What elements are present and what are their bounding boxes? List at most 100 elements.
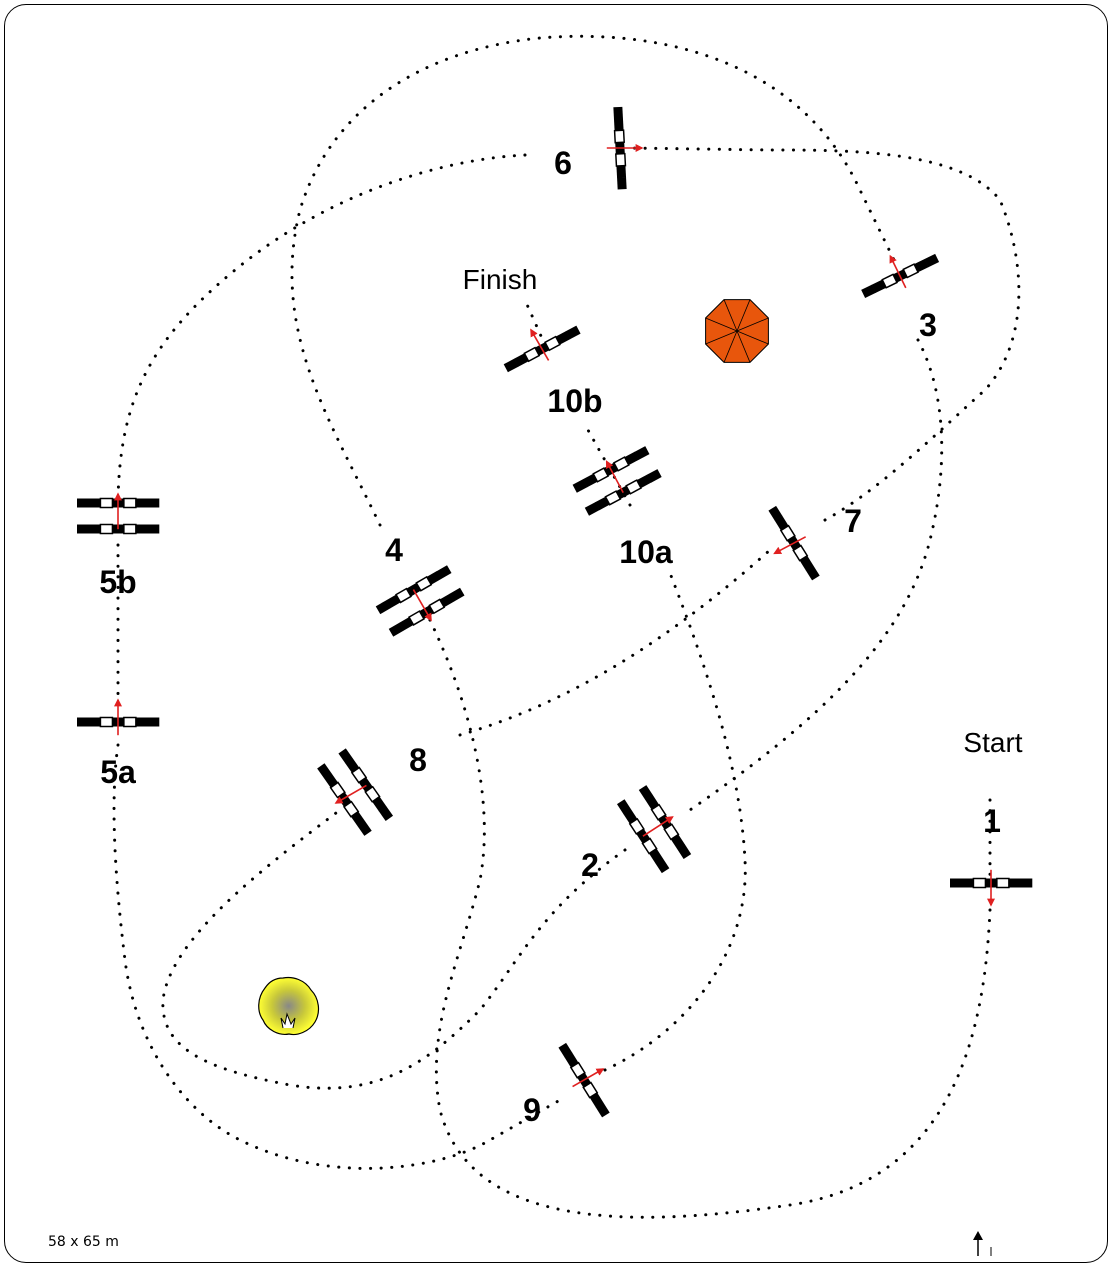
obstacle-6 [613, 106, 627, 190]
rail-segment [871, 279, 887, 293]
umbrella-icon [705, 299, 769, 363]
rail-segment [595, 1102, 610, 1118]
direction-arrow-icon [572, 1068, 605, 1088]
rail-segment [426, 571, 442, 585]
rail-segment [555, 331, 571, 345]
rail-segment [135, 498, 148, 508]
rail-segment [357, 820, 372, 836]
rail-segment [77, 717, 90, 727]
rail-segment [1020, 878, 1033, 888]
rail-segment [372, 796, 387, 812]
rail-segment [861, 284, 876, 299]
rail-segment [805, 565, 820, 581]
obstacle-label-7: 7 [844, 503, 862, 539]
obstacle-label-5b: 5b [99, 564, 136, 600]
rail-segment [77, 524, 90, 534]
obstacle-label-10b: 10b [547, 383, 602, 419]
rail-segment [378, 805, 394, 821]
rail-segment [961, 878, 974, 888]
rail-segment [147, 717, 160, 727]
direction-arrow-icon [889, 254, 907, 289]
direction-arrow-icon [773, 536, 807, 555]
north-arrow-icon [973, 1231, 992, 1256]
obstacle-8 [317, 748, 394, 836]
rail-segment [636, 474, 652, 489]
rail-segment [375, 600, 391, 615]
rail-segment [613, 106, 623, 120]
course-frame [4, 4, 1108, 1263]
rail-segment [436, 565, 452, 579]
rail-segment [123, 716, 137, 728]
rail-segment [385, 594, 401, 609]
rail-segment [595, 496, 610, 511]
obstacle-label-9: 9 [523, 1092, 541, 1128]
finish-label: Finish [463, 264, 538, 295]
rail-segment [503, 358, 519, 373]
rail-segment [589, 1092, 604, 1108]
rail-segment [350, 811, 366, 827]
rail-segment [565, 325, 581, 340]
rail-segment [972, 877, 987, 889]
obstacle-label-3: 3 [919, 307, 937, 343]
rail-segment [616, 165, 627, 178]
rail-segment [677, 844, 692, 860]
start-label: Start [963, 727, 1022, 758]
rail-segment [1008, 878, 1021, 888]
direction-arrow-icon [605, 460, 624, 494]
rail-segment [584, 502, 600, 516]
rail-segment [77, 498, 90, 508]
obstacle-10b [503, 325, 581, 373]
rail-segment [147, 498, 160, 508]
obstacle-label-2: 2 [581, 847, 599, 883]
rail-segment [99, 497, 114, 509]
obstacle-label-5a: 5a [100, 754, 136, 790]
rail-segment [317, 763, 332, 779]
rail-segment [996, 877, 1010, 889]
direction-arrow-icon [642, 816, 674, 837]
direction-arrow-icon [530, 328, 550, 361]
rail-segment [646, 469, 662, 483]
obstacle-3 [861, 253, 940, 299]
obstacle-10a [572, 446, 662, 516]
obstacle-7 [768, 505, 820, 581]
rail-segment [449, 587, 465, 602]
rail-segment [582, 473, 598, 488]
rail-segment [99, 523, 114, 535]
rail-segment [913, 258, 929, 273]
rail-segment [615, 152, 627, 167]
rail-segment [558, 1042, 573, 1058]
rail-segment [338, 748, 353, 764]
rail-segment [147, 524, 160, 534]
obstacle-label-8: 8 [409, 742, 427, 778]
rail-segment [388, 622, 404, 637]
rail-segment [123, 523, 137, 535]
obstacles-layer [77, 106, 1033, 1118]
rail-segment [799, 555, 814, 571]
rail-segment [123, 497, 137, 509]
obstacle-label-6: 6 [554, 145, 572, 181]
rail-segment [613, 129, 625, 144]
rail-segment [398, 616, 414, 631]
obstacle-label-4: 4 [385, 532, 403, 568]
rail-segment [624, 451, 640, 466]
rail-segment [514, 353, 529, 367]
rail-segment [99, 716, 114, 728]
direction-arrow-icon [334, 784, 367, 804]
riding-track [112, 34, 1021, 1219]
rail-segment [88, 717, 101, 727]
rail-segment [638, 785, 653, 801]
tree-icon [258, 976, 320, 1036]
labels-layer: 1 2 3 4 5a 5b 6 7 8 9 10a 10b Start Fini… [48, 145, 1023, 1250]
obstacle-label-10a: 10a [619, 534, 673, 570]
rail-segment [572, 479, 588, 493]
rail-segment [135, 524, 148, 534]
rail-segment [135, 717, 148, 727]
direction-arrow-icon [412, 589, 432, 622]
rail-segment [950, 878, 963, 888]
rail-segment [88, 498, 101, 508]
rail-segment [634, 446, 650, 460]
rail-segment [439, 593, 455, 608]
rail-segment [617, 177, 627, 190]
rail-segment [613, 118, 624, 131]
